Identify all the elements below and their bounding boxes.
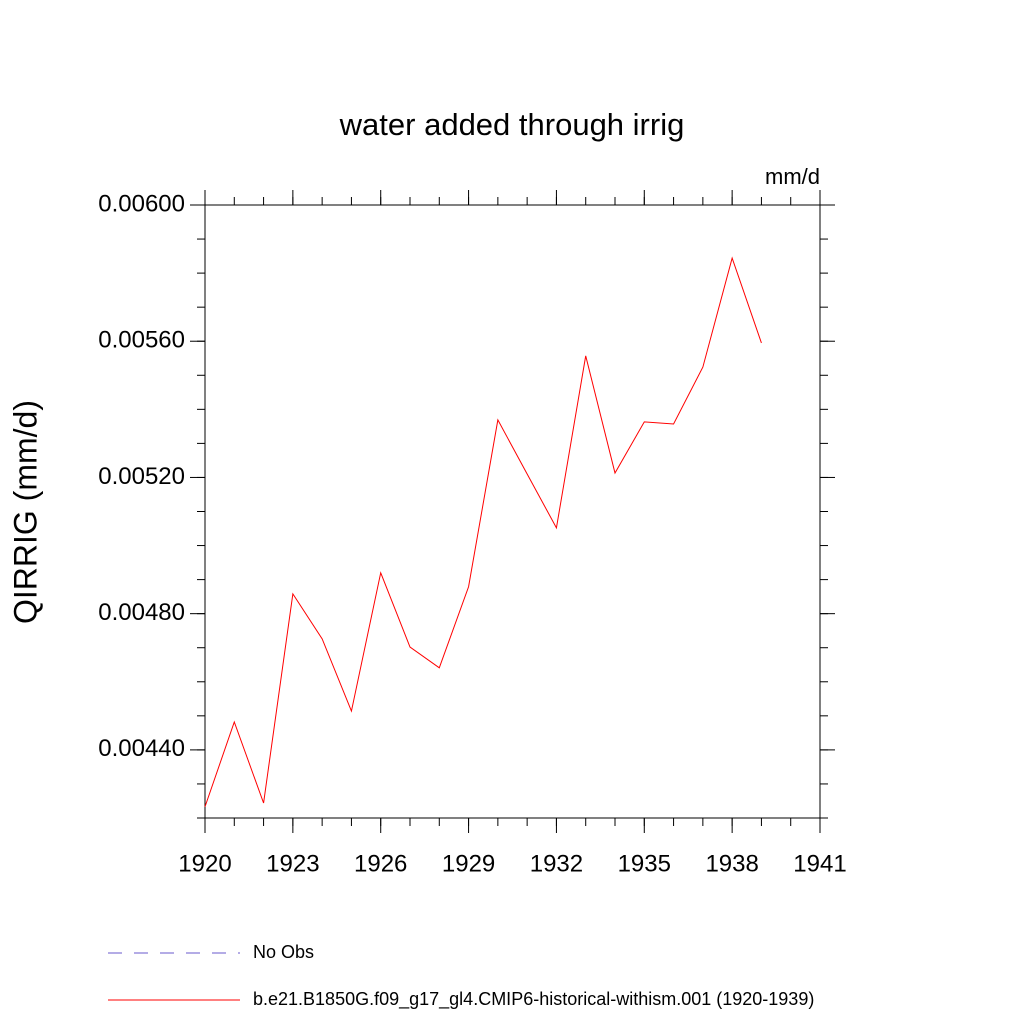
- y-tick-label: 0.00560: [98, 327, 185, 354]
- x-tick-label: 1920: [178, 850, 231, 877]
- plot-frame: [204, 204, 821, 819]
- x-tick-label: 1929: [442, 850, 495, 877]
- x-tick-label: 1932: [530, 850, 583, 877]
- legend-label: b.e21.B1850G.f09_g17_gl4.CMIP6-historica…: [253, 989, 814, 1010]
- y-tick-label: 0.00520: [98, 463, 185, 490]
- x-tick-label: 1935: [618, 850, 671, 877]
- units-label: mm/d: [765, 164, 820, 189]
- y-tick-label: 0.00600: [98, 190, 185, 217]
- x-tick-label: 1923: [266, 850, 319, 877]
- y-tick-label: 0.00440: [98, 735, 185, 762]
- chart-title: water added through irrig: [339, 107, 685, 142]
- x-tick-label: 1938: [705, 850, 758, 877]
- data-line: [204, 256, 762, 807]
- y-axis-label: QIRRIG (mm/d): [7, 400, 43, 624]
- x-tick-label: 1926: [354, 850, 407, 877]
- y-tick-label: 0.00480: [98, 599, 185, 626]
- legend-label: No Obs: [253, 942, 314, 962]
- x-tick-label: 1941: [793, 850, 846, 877]
